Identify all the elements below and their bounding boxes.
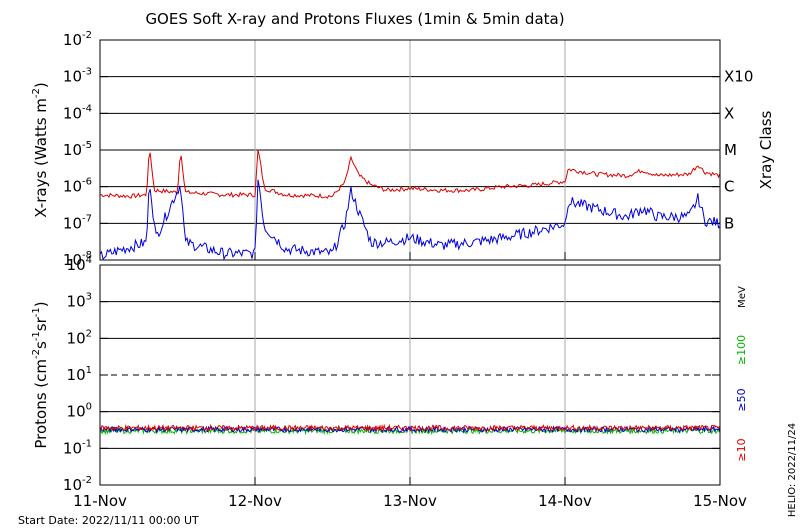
xray-class-label: C xyxy=(724,178,734,196)
proton-y-tick-label-exp: 1 xyxy=(86,365,92,376)
x-tick-label: 13-Nov xyxy=(383,492,437,510)
energy-unit-label: MeV xyxy=(737,286,748,308)
proton-y-tick-label: 104 xyxy=(67,255,92,274)
x-tick-label: 14-Nov xyxy=(538,492,592,510)
proton-y-tick-label-exp: 2 xyxy=(86,328,92,339)
xray-y-tick-label: 10-5 xyxy=(63,140,92,159)
xray-long-series-line xyxy=(99,149,721,199)
proton-ylabel-exp3: -1 xyxy=(31,307,42,317)
x-tick-label: 12-Nov xyxy=(228,492,282,510)
proton-y-tick-label: 10-1 xyxy=(63,438,92,457)
xray-ylabel-exp: -2 xyxy=(31,88,42,98)
proton-series xyxy=(99,423,721,436)
xray-class-label: X xyxy=(724,104,734,122)
xray-y-tick-label: 10-6 xyxy=(63,177,92,196)
xray-y-tick-label-exp: -4 xyxy=(82,103,92,114)
proton-y-tick-label-exp: 0 xyxy=(86,402,92,413)
xray-y-tick-label-exp: -7 xyxy=(82,213,92,224)
xray-y-tick-label-base: 10 xyxy=(63,251,82,269)
proton-y-tick-label-base: 10 xyxy=(67,293,86,311)
xray-class-label: X10 xyxy=(724,68,753,86)
proton-y-tick-label-base: 10 xyxy=(63,476,82,494)
xray-y-tick-label: 10-3 xyxy=(63,67,92,86)
xray-y-tick-label-exp: -2 xyxy=(82,30,92,41)
proton-y-tick-label-exp: -1 xyxy=(82,438,92,449)
proton-y-tick-label-base: 10 xyxy=(67,403,86,421)
proton-ylabel-text: Protons (cm xyxy=(32,359,50,449)
xray-y-tick-label-base: 10 xyxy=(63,104,82,122)
xray-series xyxy=(99,149,721,261)
proton-y-axis-label: Protons (cm-2s-1sr-1) xyxy=(31,301,50,448)
xray-y-tick-label-exp: -6 xyxy=(82,177,92,188)
xray-grid xyxy=(100,40,720,260)
proton-y-tick-label-exp: -2 xyxy=(82,475,92,486)
x-tick-label: 15-Nov xyxy=(693,492,747,510)
proton-ylabel-mid2: sr xyxy=(32,316,50,331)
x-tick-label: 11-Nov xyxy=(73,492,127,510)
proton-ylabel-exp1: -2 xyxy=(31,349,42,359)
xray-y-tick-label: 10-2 xyxy=(63,30,92,49)
chart-title: GOES Soft X-ray and Protons Fluxes (1min… xyxy=(145,10,564,28)
xray-short-series-line xyxy=(99,179,721,261)
proton-ylabel-exp2: -1 xyxy=(31,331,42,341)
xray-y-tick-label-base: 10 xyxy=(63,31,82,49)
proton-y-tick-label-base: 10 xyxy=(67,366,86,384)
proton-legend-label: ≥10 xyxy=(735,438,748,461)
proton-legend: ≥100 ≥50 ≥10 xyxy=(735,335,748,462)
x-axis-ticks: 11-Nov 12-Nov 13-Nov 14-Nov 15-Nov xyxy=(73,252,747,510)
xray-y-tick-label-base: 10 xyxy=(63,214,82,232)
proton-y-tick-label: 10-2 xyxy=(63,475,92,494)
proton-y-tick-label-base: 10 xyxy=(67,256,86,274)
proton-ylabel-mid: s xyxy=(32,341,50,349)
xray-class-axis-label: Xray Class xyxy=(757,110,775,189)
proton-grid xyxy=(100,265,720,485)
helio-date: HELIO: 2022/11/24 xyxy=(787,423,798,517)
proton-y-tick-label-base: 10 xyxy=(67,329,86,347)
xray-y-tick-label-exp: -8 xyxy=(82,250,92,261)
proton-legend-label: ≥50 xyxy=(735,388,748,411)
proton-legend-label: ≥100 xyxy=(735,335,748,365)
xray-y-tick-label-exp: -3 xyxy=(82,67,92,78)
xray-ylabel-text: X-rays (Watts m xyxy=(32,98,50,218)
xray-y-tick-label-base: 10 xyxy=(63,178,82,196)
xray-y-tick-label: 10-8 xyxy=(63,250,92,269)
xray-y-axis-label: X-rays (Watts m-2) xyxy=(31,82,50,217)
proton-ylabel-close: ) xyxy=(32,301,50,307)
proton-y-tick-label: 102 xyxy=(67,328,92,347)
xray-y-ticks: 10-210-310-410-510-610-710-8 xyxy=(63,30,720,269)
xray-class-label: M xyxy=(724,141,737,159)
xray-y-tick-label: 10-4 xyxy=(63,103,92,122)
proton-y-tick-label-exp: 4 xyxy=(86,255,92,266)
xray-class-label: B xyxy=(724,214,734,232)
proton-y-tick-label: 101 xyxy=(67,365,92,384)
xray-y-tick-label-base: 10 xyxy=(63,141,82,159)
proton-y-tick-label-exp: 3 xyxy=(86,292,92,303)
xray-class-labels: X10 X M CB xyxy=(724,68,753,233)
xray-ylabel-close: ) xyxy=(32,82,50,88)
xray-y-tick-label: 10-7 xyxy=(63,213,92,232)
proton-y-tick-label: 100 xyxy=(67,402,92,421)
proton-series-line xyxy=(99,423,721,433)
xray-y-tick-label-exp: -5 xyxy=(82,140,92,151)
proton-y-tick-label-base: 10 xyxy=(63,439,82,457)
proton-y-tick-label: 103 xyxy=(67,292,92,311)
start-date: Start Date: 2022/11/11 00:00 UT xyxy=(18,514,199,527)
xray-y-tick-label-base: 10 xyxy=(63,68,82,86)
